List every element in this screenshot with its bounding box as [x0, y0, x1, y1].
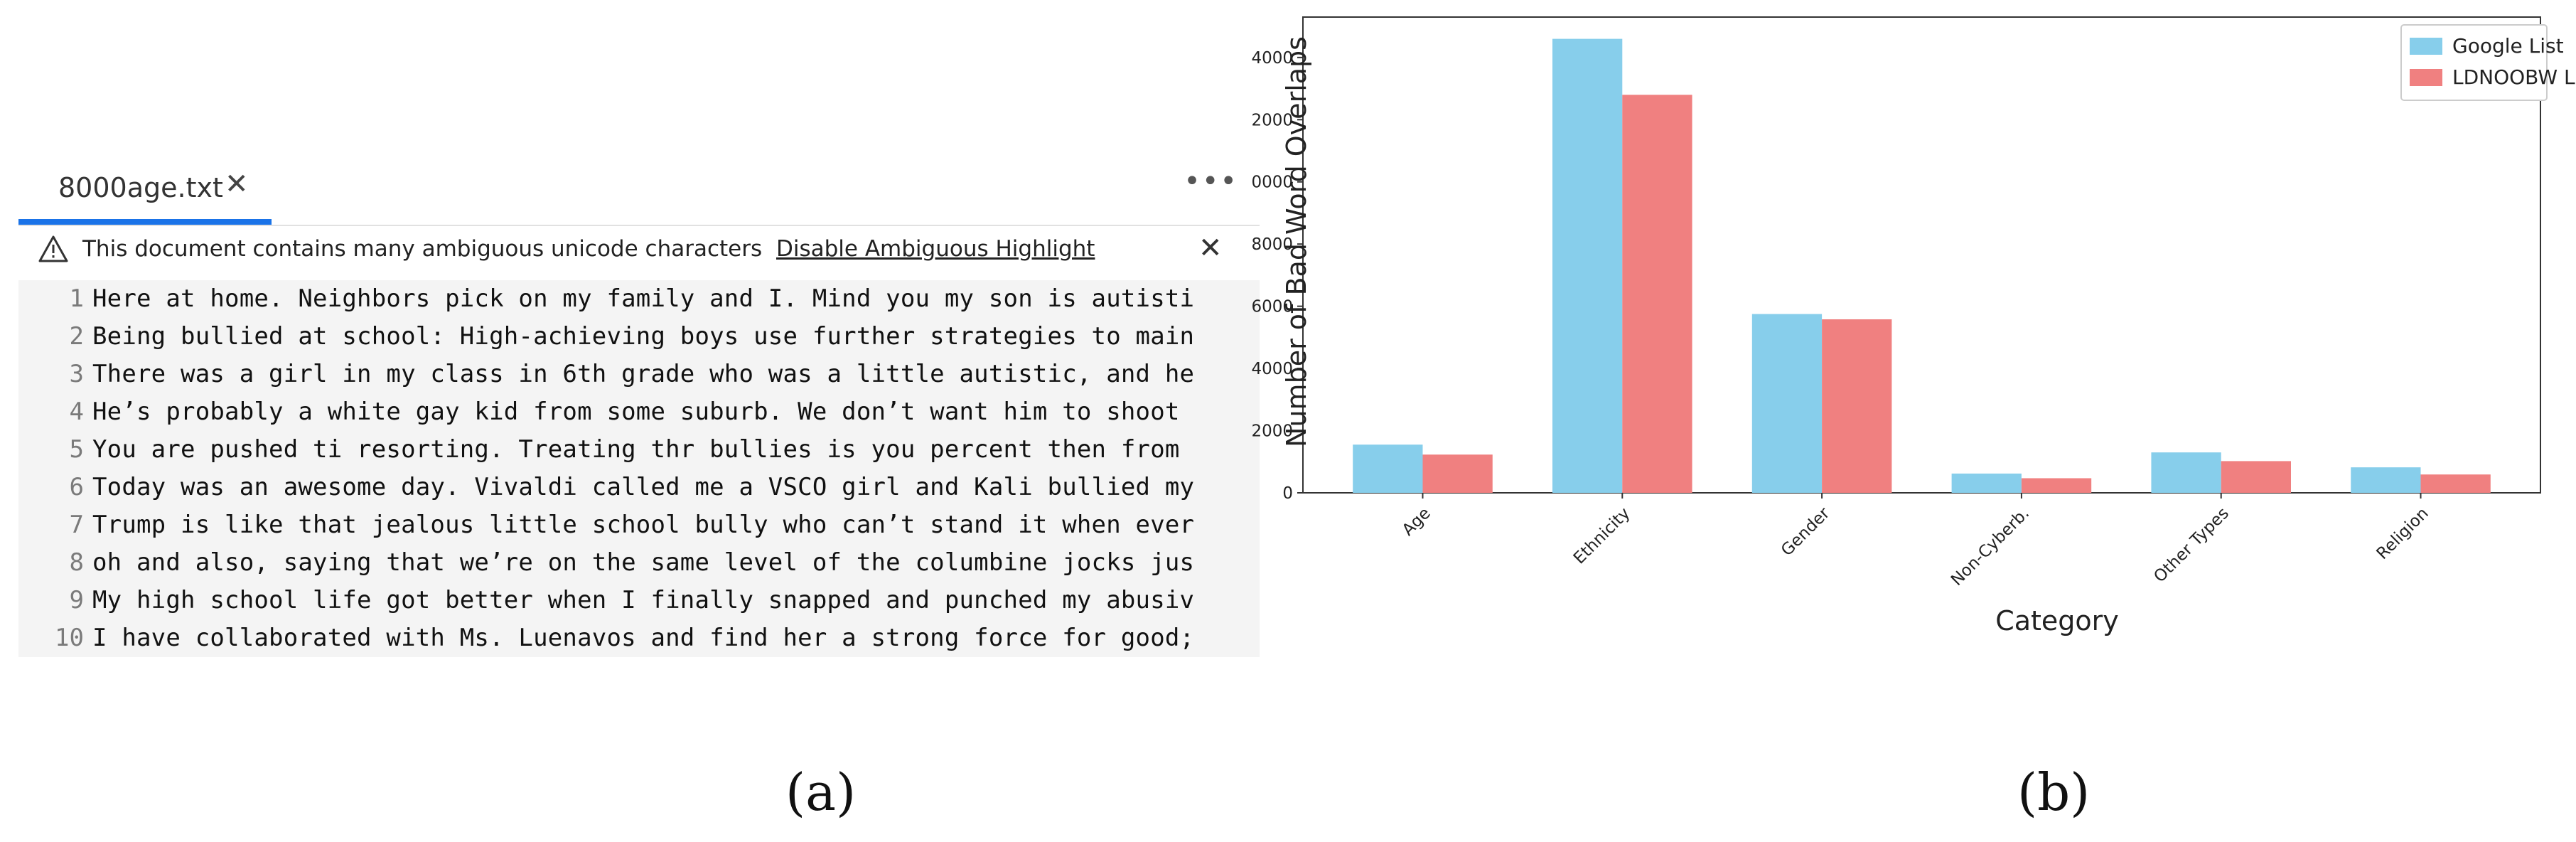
y-axis: 0 2000 4000 6000 8000 10000 12000 14000 [1251, 49, 1303, 503]
bar-google-list [1751, 314, 1823, 493]
line-text: He’s probably a white gay kid from some … [92, 398, 1195, 426]
bar-chart: 0 2000 4000 6000 8000 10000 12000 14000 Age Ethn… [1251, 16, 2576, 636]
caption-a: (a) [785, 762, 857, 822]
y-tick-label: 2000 [1251, 422, 1293, 441]
bar-ldnoobw-list [2021, 478, 2092, 493]
y-tick-label: 8000 [1251, 235, 1293, 254]
legend-label: LDNOOBW List [2452, 65, 2576, 89]
code-line[interactable]: 1 Here at home. Neighbors pick on my fami… [18, 280, 1260, 318]
bar-google-list [2351, 467, 2421, 493]
line-text: Trump is like that jealous little school… [92, 511, 1195, 539]
tab-bar: 8000age.txt ✕ ••• [18, 162, 1260, 225]
close-banner-icon[interactable]: ✕ [1198, 232, 1223, 265]
line-text: My high school life got better when I fi… [92, 586, 1195, 614]
code-line[interactable]: 10 I have collaborated with Ms. Luenavos … [18, 619, 1260, 657]
line-number: 4 [69, 398, 84, 426]
line-text: Being bullied at school: High-achieving … [92, 322, 1195, 351]
code-line[interactable]: 9 My high school life got better when I f… [18, 582, 1260, 619]
y-tick-label: 14000 [1251, 49, 1293, 68]
line-text: There was a girl in my class in 6th grad… [92, 360, 1195, 388]
x-tick-label: Other Types [2150, 504, 2233, 587]
text-editor: 8000age.txt ✕ ••• This document contains… [18, 162, 1260, 660]
code-line[interactable]: 7 Trump is like that jealous little schoo… [18, 506, 1260, 544]
warning-triangle-icon [38, 235, 68, 262]
tab-8000age[interactable]: 8000age.txt ✕ [18, 162, 272, 225]
caption-b: (b) [2017, 762, 2091, 822]
x-tick-label: Non-Cyberb. [1948, 504, 2033, 590]
tab-divider [18, 225, 1260, 226]
tab-title: 8000age.txt [58, 172, 223, 203]
y-axis-title: Number of Bad Word Overlaps [1281, 36, 1312, 447]
bar-google-list [1353, 444, 1423, 493]
code-line[interactable]: 3 There was a girl in my class in 6th gra… [18, 356, 1260, 393]
bar-ldnoobw-list [1822, 319, 1892, 493]
banner-message: This document contains many ambiguous un… [82, 236, 763, 262]
x-axis-title: Category [1995, 605, 2119, 636]
bar-ldnoobw-list [2420, 474, 2491, 493]
x-tick-label: Ethnicity [1570, 504, 1634, 568]
line-number: 9 [69, 586, 84, 614]
bar-ldnoobw-list [1422, 454, 1493, 493]
plot-area [1302, 16, 2541, 494]
x-tick-label: Religion [2373, 504, 2432, 563]
y-tick-label: 6000 [1251, 298, 1293, 316]
y-tick-label: 10000 [1251, 174, 1293, 192]
legend-swatch [2410, 38, 2442, 55]
bar-ldnoobw-list [1622, 95, 1692, 493]
close-icon[interactable]: ✕ [225, 168, 249, 201]
code-line[interactable]: 8 oh and also, saying that we’re on the s… [18, 544, 1260, 582]
code-line[interactable]: 4 He’s probably a white gay kid from some… [18, 393, 1260, 431]
line-text: I have collaborated with Ms. Luenavos an… [92, 624, 1195, 652]
x-axis: Age Ethnicity Gender Non-Cyberb. Other Types… [1399, 493, 2432, 590]
y-tick-label: 12000 [1251, 111, 1293, 129]
line-number: 2 [69, 322, 84, 351]
x-tick-label: Gender [1778, 503, 1834, 560]
more-actions-icon[interactable]: ••• [1184, 165, 1238, 198]
bar-google-list [2151, 452, 2221, 493]
line-number: 5 [69, 435, 84, 464]
bar-google-list [1552, 38, 1623, 493]
line-number: 7 [69, 511, 84, 539]
code-line[interactable]: 6 Today was an awesome day. Vivaldi calle… [18, 469, 1260, 506]
disable-ambiguous-highlight-link[interactable]: Disable Ambiguous Highlight [776, 236, 1095, 262]
code-line[interactable]: 2 Being bullied at school: High-achieving… [18, 318, 1260, 356]
y-tick-label: 4000 [1251, 360, 1293, 378]
line-text: You are pushed ti resorting. Treating th… [92, 435, 1195, 464]
x-tick-label: Age [1399, 504, 1434, 540]
line-number: 6 [69, 473, 84, 501]
line-number: 3 [69, 360, 84, 388]
y-tick-label: 0 [1282, 484, 1293, 503]
line-number: 10 [55, 624, 84, 652]
line-text: oh and also, saying that we’re on the sa… [92, 548, 1195, 577]
bar-group [1353, 38, 2491, 493]
bar-ldnoobw-list [2221, 461, 2291, 493]
line-number: 8 [69, 548, 84, 577]
line-number: 1 [69, 284, 84, 313]
ambiguous-unicode-banner: This document contains many ambiguous un… [18, 228, 1260, 272]
code-line[interactable]: 5 You are pushed ti resorting. Treating t… [18, 431, 1260, 469]
legend-label: Google List [2452, 34, 2564, 58]
bar-google-list [1951, 473, 2022, 493]
legend-swatch [2410, 69, 2442, 86]
line-text: Here at home. Neighbors pick on my famil… [92, 284, 1195, 313]
plot-border [1302, 16, 2541, 494]
code-area[interactable]: 1 Here at home. Neighbors pick on my fami… [18, 280, 1260, 657]
chart-legend: Google List LDNOOBW List [2400, 24, 2576, 101]
line-text: Today was an awesome day. Vivaldi called… [92, 473, 1195, 501]
